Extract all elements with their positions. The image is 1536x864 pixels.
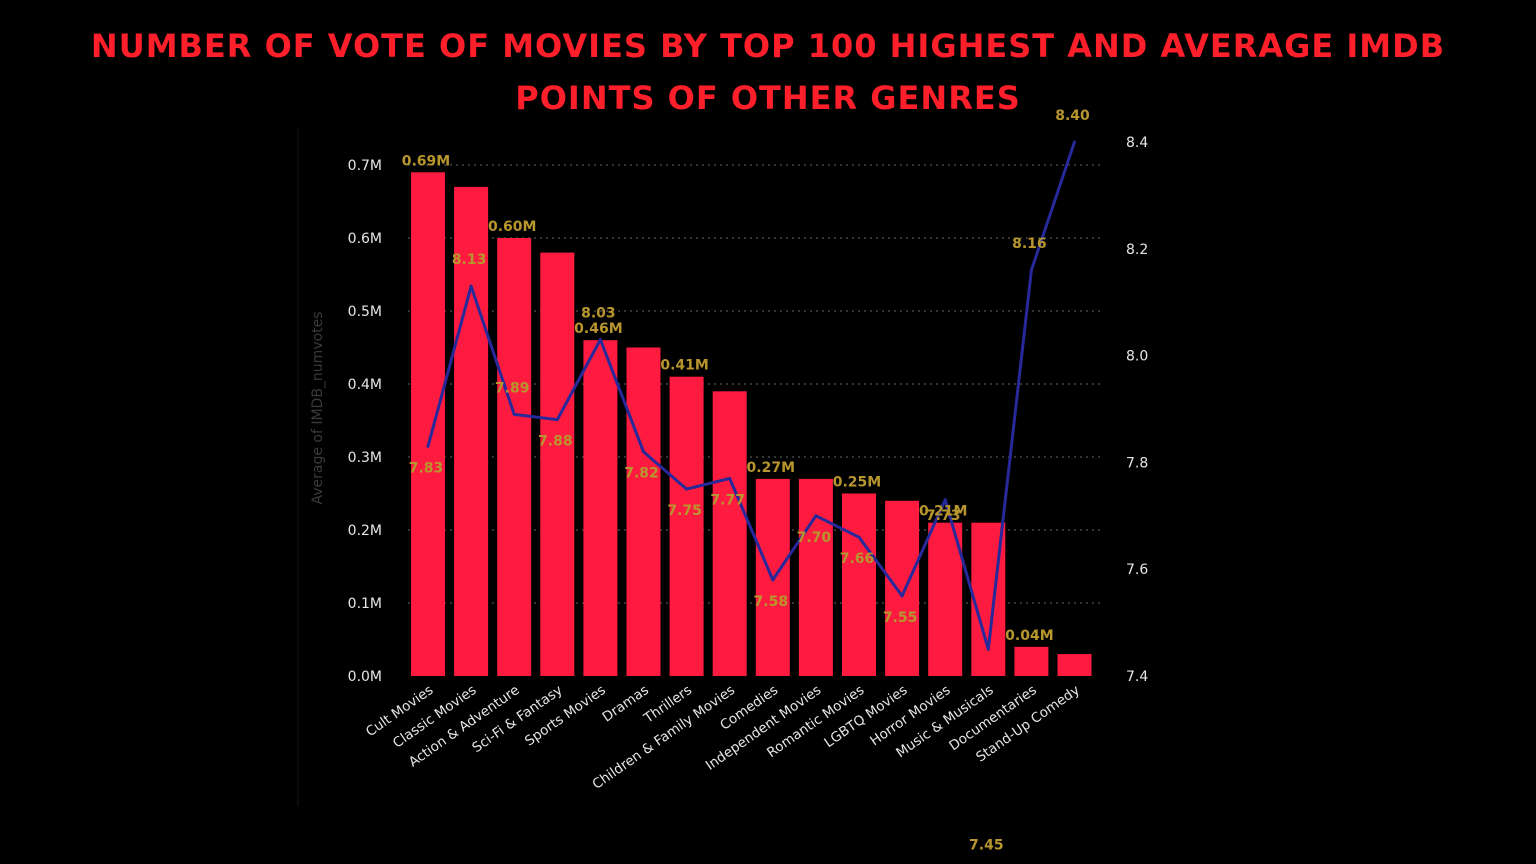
line-point (685, 487, 689, 491)
line-point (469, 284, 473, 288)
line-data-label: 8.13 (452, 252, 487, 268)
left-axis-tick-label: 0.2M (348, 523, 382, 539)
line-data-label: 7.82 (624, 466, 659, 482)
left-axis-tick-label: 0.3M (348, 450, 382, 466)
line-data-label: 7.70 (797, 530, 832, 546)
bar (454, 186, 489, 676)
bar-data-label: 0.69M (402, 153, 450, 169)
bar (842, 493, 876, 676)
line-point (728, 476, 732, 480)
bar-data-label: 0.46M (574, 321, 622, 337)
bar-data-label: 0.04M (1005, 628, 1053, 644)
bar (1014, 646, 1049, 676)
right-axis-tick-label: 7.6 (1126, 562, 1148, 578)
line-point (900, 594, 904, 598)
left-axis-tick-label: 0.0M (348, 669, 382, 685)
line-point (555, 418, 559, 422)
line-point (1029, 268, 1033, 272)
line-data-label: 8.03 (581, 306, 616, 322)
bar-data-label: 0.60M (488, 219, 536, 235)
left-axis-tick-label: 0.4M (348, 377, 382, 393)
bar (712, 391, 747, 676)
bar-series (411, 172, 1092, 677)
line-data-label: 7.73 (926, 508, 961, 524)
left-axis-tick-label: 0.7M (348, 158, 382, 174)
bar (626, 347, 661, 676)
bar (928, 522, 963, 676)
line-point (512, 412, 516, 416)
line-data-labels: 7.83 8.13 7.89 7.88 8.03 7.82 7.75 7.77 7.58 7.70… (409, 108, 1090, 853)
line-point (1073, 140, 1076, 144)
line-point (642, 450, 645, 454)
bar (798, 478, 833, 676)
line-data-label: 7.66 (840, 551, 875, 567)
line-series (426, 140, 1076, 651)
line-point (426, 444, 430, 448)
line-data-label: 7.58 (754, 594, 789, 610)
line-series-path (426, 141, 1076, 651)
left-axis-tick-label: 0.6M (348, 231, 382, 247)
line-data-label: 7.89 (495, 380, 530, 396)
bar-data-labels: 0.69M 0.60M 0.46M 0.41M 0.27M 0.25M 0.21M 0.04M (402, 153, 1054, 644)
left-axis-tick-label: 0.1M (348, 596, 382, 612)
chart-title-line-1: NUMBER OF VOTE OF MOVIES BY TOP 100 HIGH… (90, 27, 1446, 65)
line-data-label: 7.45 (969, 837, 1004, 853)
bar (669, 376, 704, 676)
line-point (771, 578, 775, 582)
bar (540, 252, 575, 676)
bar (1057, 654, 1092, 676)
bar-data-label: 0.25M (833, 475, 881, 491)
line-point (598, 338, 602, 342)
bar (885, 500, 920, 676)
bar (411, 172, 445, 677)
chart-title: NUMBER OF VOTE OF MOVIES BY TOP 100 HIGH… (0, 20, 1536, 124)
line-point (857, 535, 861, 539)
line-point (986, 647, 990, 651)
line-data-label: 7.83 (409, 460, 444, 476)
chart-title-line-2: POINTS OF OTHER GENRES (515, 79, 1021, 117)
line-data-label: 7.55 (883, 610, 918, 626)
line-data-label: 7.75 (667, 503, 702, 519)
left-axis-title: Average of IMDB_numvotes (310, 311, 326, 504)
line-data-label: 7.77 (710, 492, 745, 508)
bar-data-label: 0.41M (660, 358, 708, 374)
right-axis-tick-label: 8.0 (1126, 349, 1148, 365)
bar (497, 238, 532, 676)
bar-data-label: 0.21M (919, 504, 967, 520)
left-axis-tick-label: 0.5M (348, 304, 382, 320)
right-axis-tick-label: 8.2 (1126, 242, 1148, 258)
right-axis-tick-label: 7.4 (1126, 669, 1148, 685)
line-point (814, 514, 818, 518)
line-data-label: 8.16 (1012, 236, 1047, 252)
right-axis-ticks: 7.4 7.6 7.8 8.0 8.2 8.4 (1126, 135, 1148, 685)
line-point (943, 498, 947, 502)
right-axis-tick-label: 8.4 (1126, 135, 1148, 151)
left-axis-ticks: 0.0M 0.1M 0.2M 0.3M 0.4M 0.5M 0.6M 0.7M (348, 158, 382, 685)
line-data-label: 7.88 (538, 434, 573, 450)
bar-data-label: 0.27M (747, 460, 795, 476)
right-axis-tick-label: 7.8 (1126, 455, 1148, 471)
line-data-label: 8.40 (1055, 108, 1090, 124)
bar (583, 340, 618, 676)
